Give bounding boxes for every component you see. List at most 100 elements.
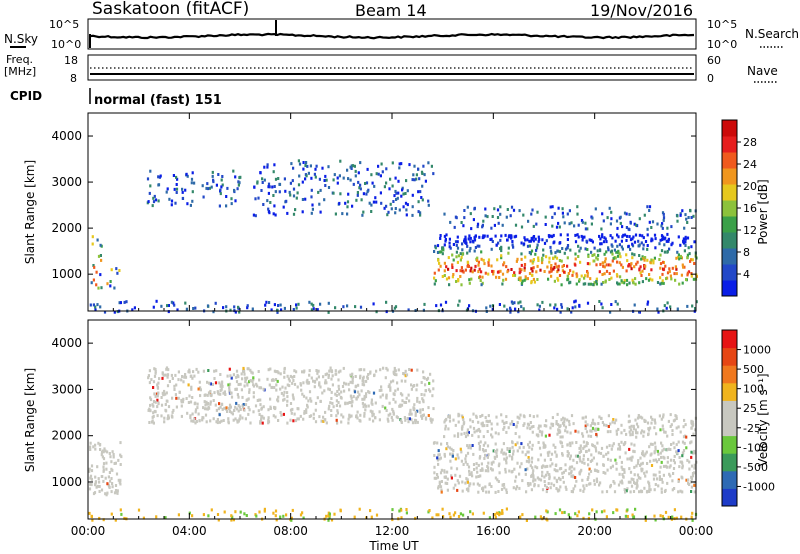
data-cell xyxy=(283,390,286,394)
data-cell xyxy=(568,441,571,445)
data-cell xyxy=(558,274,562,277)
data-cell xyxy=(369,371,372,375)
data-cell xyxy=(246,398,249,402)
data-cell xyxy=(682,237,685,241)
data-cell xyxy=(663,490,667,493)
data-cell xyxy=(526,482,530,485)
data-cell xyxy=(626,234,629,238)
data-cell xyxy=(95,485,98,489)
data-cell xyxy=(244,376,247,380)
data-cell xyxy=(605,250,608,254)
data-cell xyxy=(314,420,318,424)
data-cell xyxy=(495,243,498,247)
data-cell xyxy=(685,217,688,221)
data-cell xyxy=(465,242,468,245)
data-cell xyxy=(585,450,588,454)
data-cell xyxy=(563,510,566,514)
data-cell xyxy=(579,488,582,492)
data-cell xyxy=(659,276,662,280)
data-cell xyxy=(395,198,398,201)
data-cell xyxy=(694,307,697,310)
data-cell xyxy=(536,466,539,470)
data-cell xyxy=(479,415,482,418)
data-cell xyxy=(646,462,649,465)
data-cell xyxy=(593,259,596,263)
data-cell xyxy=(604,257,607,261)
data-cell xyxy=(180,414,183,418)
data-cell xyxy=(552,267,555,271)
data-cell xyxy=(239,510,242,514)
data-cell xyxy=(484,469,487,473)
data-cell xyxy=(193,181,196,185)
data-cell xyxy=(406,203,409,207)
data-cell xyxy=(123,516,126,520)
data-cell xyxy=(89,448,92,451)
data-cell xyxy=(578,303,581,307)
data-cell xyxy=(551,462,554,466)
data-cell xyxy=(402,192,405,196)
data-cell xyxy=(636,484,639,488)
data-cell xyxy=(542,248,545,252)
data-cell xyxy=(517,310,520,314)
data-cell xyxy=(208,186,211,190)
data-cell xyxy=(357,180,360,184)
data-cell xyxy=(276,310,279,314)
data-cell xyxy=(466,462,469,466)
data-cell xyxy=(359,374,362,378)
data-cell xyxy=(612,257,615,261)
x-tick-label: 20:00 xyxy=(577,524,612,538)
data-cell xyxy=(246,306,249,310)
data-cell xyxy=(515,487,518,491)
data-cell xyxy=(388,401,391,405)
data-cell xyxy=(609,250,613,254)
data-cell xyxy=(421,408,424,412)
data-cell xyxy=(482,449,485,453)
data-cell xyxy=(485,419,488,423)
data-cell xyxy=(272,170,275,174)
data-cell xyxy=(206,402,209,406)
data-cell xyxy=(481,468,484,472)
data-cell xyxy=(133,306,136,310)
data-cell xyxy=(477,260,480,264)
data-cell xyxy=(444,427,447,431)
data-cell xyxy=(597,422,600,425)
data-cell xyxy=(507,235,510,239)
data-cell xyxy=(360,389,363,393)
data-cell xyxy=(413,418,417,422)
data-cell xyxy=(669,305,672,309)
data-cell xyxy=(494,234,497,238)
data-cell xyxy=(452,258,455,262)
data-cell xyxy=(497,480,500,483)
data-cell xyxy=(424,389,427,393)
data-cell xyxy=(636,461,640,465)
data-cell xyxy=(640,462,643,466)
data-cell xyxy=(627,480,630,484)
data-cell xyxy=(589,429,592,433)
data-cell xyxy=(638,267,641,271)
data-cell xyxy=(454,483,457,487)
data-cell xyxy=(468,278,471,282)
data-cell xyxy=(611,444,614,448)
data-cell xyxy=(612,511,615,515)
data-cell xyxy=(212,417,215,421)
data-cell xyxy=(437,268,440,272)
data-cell xyxy=(505,507,508,511)
data-cell xyxy=(660,224,663,228)
data-cell xyxy=(186,411,189,415)
data-cell xyxy=(91,518,94,522)
data-cell xyxy=(560,305,563,309)
data-cell xyxy=(596,441,599,445)
data-cell xyxy=(561,211,564,215)
data-cell xyxy=(494,442,497,446)
data-cell xyxy=(221,407,224,411)
data-cell xyxy=(505,265,508,269)
data-cell xyxy=(311,207,314,211)
data-cell xyxy=(464,239,467,243)
data-cell xyxy=(661,449,664,453)
data-cell xyxy=(347,382,350,386)
data-cell xyxy=(443,435,446,439)
data-cell xyxy=(555,225,559,229)
data-cell xyxy=(638,254,641,257)
data-cell xyxy=(561,265,564,269)
data-cell xyxy=(630,262,633,266)
